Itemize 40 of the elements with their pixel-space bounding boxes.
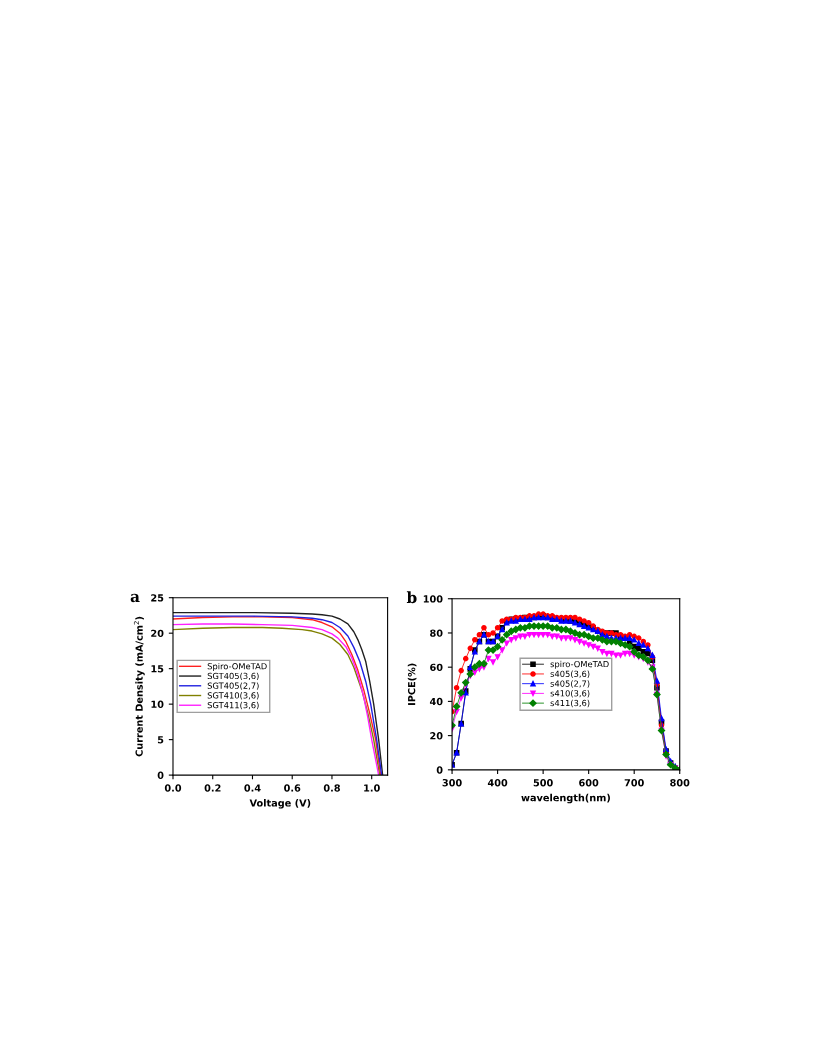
text: a: [130, 593, 140, 603]
y-tick-label: 0: [436, 766, 443, 774]
x-tick-label: 800: [670, 779, 690, 787]
x-tick-label: 0.8: [323, 784, 340, 792]
x-tick-label: 600: [579, 779, 599, 787]
y-tick-label: 20: [430, 732, 443, 740]
x-tick-label: 300: [442, 779, 462, 787]
legend-label: SGT405(3,6): [207, 672, 259, 681]
y-tick-label: 5: [157, 736, 164, 744]
x-tick-label: 500: [533, 779, 553, 787]
x-tick-label: 0.6: [284, 784, 301, 792]
text: b: [406, 591, 417, 604]
x-tick-label: 0.2: [204, 784, 221, 792]
y-tick-label: 100: [423, 595, 443, 603]
x-tick-label: 0.4: [244, 784, 261, 792]
legend-label: SGT405(2,7): [207, 682, 259, 690]
legend-label: SGT411(3,6): [207, 701, 259, 710]
legend-label: s405(3,6): [550, 670, 590, 678]
y-tick-label: 80: [430, 629, 443, 637]
legend-label: SGT410(3,6): [207, 692, 259, 700]
y-tick-label: 60: [430, 663, 443, 672]
y-tick-label: 20: [151, 629, 164, 638]
legend-label: Spiro-OMeTAD: [207, 662, 267, 671]
x-tick-label: 0.0: [164, 784, 182, 792]
y-tick-label: 40: [429, 697, 443, 706]
y-tick-label: 25: [151, 594, 164, 602]
x-tick-label: 400: [487, 779, 508, 787]
y-tick-label: 0: [157, 771, 164, 779]
y-tick-label: 15: [151, 665, 164, 673]
x-tick-label: 700: [624, 779, 644, 787]
x-tick-label: 1.0: [364, 784, 380, 792]
y-axis-title: Current Density (mA/cm$^{2}$): [133, 616, 145, 757]
x-axis-title: Voltage (V): [249, 799, 311, 809]
legend-label: s405(2,7): [550, 680, 590, 688]
y-tick-label: 10: [151, 700, 164, 708]
legend-label: spiro-OMeTAD: [550, 660, 609, 669]
legend-label: s411(3,6): [550, 699, 590, 708]
y-axis-title: IPCE(%): [407, 663, 417, 705]
x-axis-title: wavelength(nm): [521, 793, 610, 804]
legend-label: s410(3,6): [550, 690, 590, 698]
